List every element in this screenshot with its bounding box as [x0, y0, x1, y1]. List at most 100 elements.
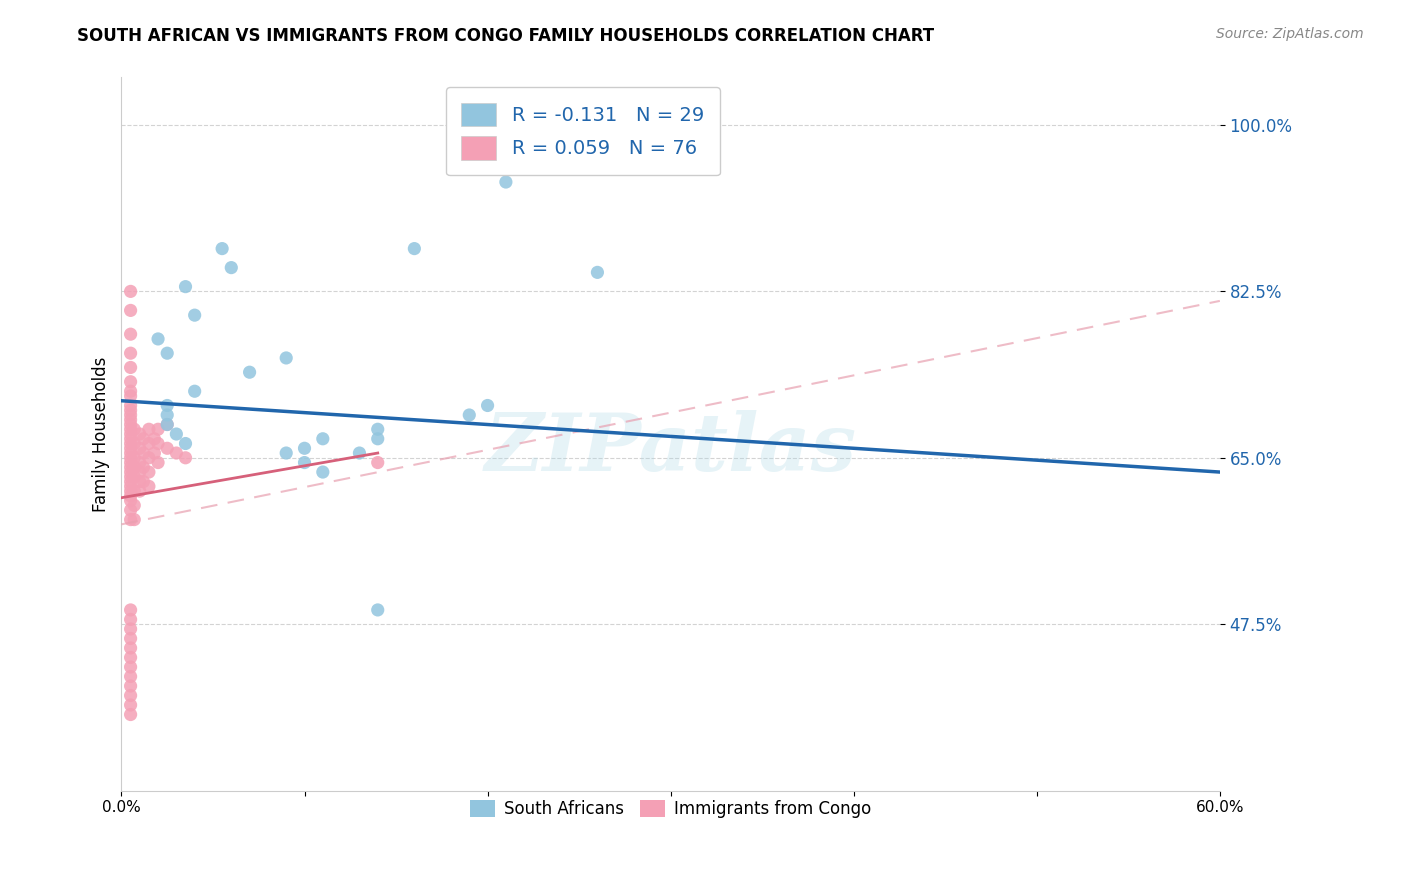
- Point: [120, 413, 142, 427]
- Point: [120, 442, 142, 456]
- Point: [120, 460, 142, 475]
- Point: [586, 265, 609, 279]
- Point: [143, 446, 166, 460]
- Point: [122, 460, 145, 475]
- Point: [156, 346, 179, 360]
- Point: [174, 279, 197, 293]
- Point: [120, 479, 142, 493]
- Point: [122, 484, 145, 499]
- Point: [367, 603, 389, 617]
- Point: [120, 475, 142, 489]
- Point: [120, 484, 142, 499]
- Point: [138, 422, 160, 436]
- Point: [174, 450, 197, 465]
- Point: [458, 151, 481, 165]
- Point: [156, 417, 179, 432]
- Point: [138, 465, 160, 479]
- Point: [146, 456, 169, 470]
- Point: [143, 432, 166, 446]
- Point: [165, 446, 187, 460]
- Point: [349, 446, 371, 460]
- Point: [156, 399, 179, 413]
- Point: [146, 436, 169, 450]
- Point: [120, 622, 142, 636]
- Point: [122, 422, 145, 436]
- Point: [132, 432, 155, 446]
- Point: [312, 432, 335, 446]
- Point: [128, 442, 150, 456]
- Point: [239, 365, 262, 379]
- Point: [174, 436, 197, 450]
- Point: [122, 499, 145, 513]
- Point: [495, 175, 517, 189]
- Point: [132, 446, 155, 460]
- Point: [120, 303, 142, 318]
- Point: [367, 422, 389, 436]
- Point: [120, 436, 142, 450]
- Point: [312, 465, 335, 479]
- Point: [122, 513, 145, 527]
- Point: [156, 442, 179, 456]
- Point: [120, 408, 142, 422]
- Point: [120, 603, 142, 617]
- Point: [156, 417, 179, 432]
- Point: [120, 698, 142, 712]
- Point: [120, 660, 142, 674]
- Point: [120, 456, 142, 470]
- Point: [165, 427, 187, 442]
- Point: [128, 484, 150, 499]
- Text: ZIPatlas: ZIPatlas: [485, 409, 856, 487]
- Point: [128, 475, 150, 489]
- Point: [146, 332, 169, 346]
- Point: [120, 489, 142, 503]
- Point: [156, 408, 179, 422]
- Point: [211, 242, 233, 256]
- Point: [276, 351, 298, 365]
- Point: [120, 399, 142, 413]
- Point: [120, 360, 142, 375]
- Point: [404, 242, 426, 256]
- Text: SOUTH AFRICAN VS IMMIGRANTS FROM CONGO FAMILY HOUSEHOLDS CORRELATION CHART: SOUTH AFRICAN VS IMMIGRANTS FROM CONGO F…: [77, 27, 935, 45]
- Point: [120, 669, 142, 683]
- Point: [138, 436, 160, 450]
- Point: [146, 422, 169, 436]
- Point: [120, 632, 142, 646]
- Point: [120, 389, 142, 403]
- Point: [138, 479, 160, 493]
- Point: [128, 456, 150, 470]
- Point: [132, 475, 155, 489]
- Point: [183, 308, 205, 322]
- Point: [120, 640, 142, 655]
- Point: [120, 470, 142, 484]
- Point: [120, 650, 142, 665]
- Point: [120, 432, 142, 446]
- Text: Source: ZipAtlas.com: Source: ZipAtlas.com: [1216, 27, 1364, 41]
- Point: [120, 689, 142, 703]
- Point: [294, 442, 316, 456]
- Legend: South Africans, Immigrants from Congo: South Africans, Immigrants from Congo: [464, 794, 877, 825]
- Point: [120, 384, 142, 399]
- Point: [183, 384, 205, 399]
- Point: [128, 427, 150, 442]
- Point: [120, 446, 142, 460]
- Point: [120, 612, 142, 626]
- Point: [120, 450, 142, 465]
- Point: [122, 436, 145, 450]
- Point: [120, 513, 142, 527]
- Point: [120, 707, 142, 722]
- Point: [120, 427, 142, 442]
- Point: [138, 450, 160, 465]
- Point: [120, 493, 142, 508]
- Point: [120, 285, 142, 299]
- Point: [276, 446, 298, 460]
- Point: [458, 408, 481, 422]
- Point: [128, 465, 150, 479]
- Point: [367, 456, 389, 470]
- Point: [120, 465, 142, 479]
- Point: [477, 399, 499, 413]
- Point: [219, 260, 242, 275]
- Point: [120, 403, 142, 417]
- Point: [120, 327, 142, 342]
- Point: [122, 470, 145, 484]
- Point: [120, 422, 142, 436]
